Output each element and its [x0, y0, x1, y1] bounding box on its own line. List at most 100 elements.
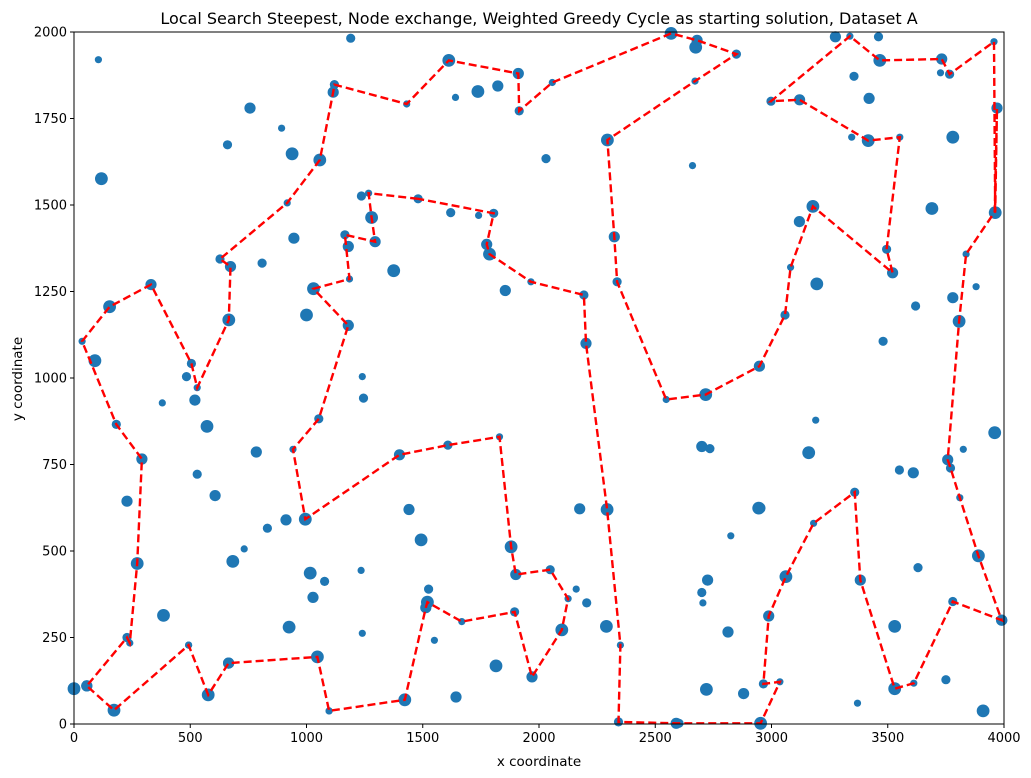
y-tick-label: 0 — [59, 718, 67, 733]
data-point — [579, 290, 589, 300]
data-point — [244, 102, 256, 114]
data-point — [489, 659, 503, 673]
data-point — [414, 533, 428, 547]
data-point — [600, 620, 613, 633]
data-point — [278, 124, 286, 132]
data-point — [288, 232, 300, 244]
x-tick-label: 2000 — [522, 731, 555, 746]
data-point — [705, 444, 715, 454]
data-point — [878, 336, 888, 346]
data-point — [303, 566, 317, 580]
data-point — [358, 393, 369, 403]
data-point — [888, 620, 902, 633]
data-point — [307, 591, 319, 604]
x-tick-label: 500 — [178, 731, 203, 746]
data-point — [240, 545, 248, 553]
data-point — [882, 244, 892, 254]
data-point — [451, 93, 460, 101]
route-path — [80, 32, 1004, 725]
data-point — [346, 33, 356, 43]
x-axis-ticks: 0 500 1000 1500 2000 2500 3000 3500 4000 — [70, 724, 1021, 746]
data-point — [192, 469, 202, 479]
route-line — [80, 32, 1004, 725]
data-point — [888, 682, 902, 696]
data-point — [545, 565, 555, 575]
data-point — [863, 92, 875, 104]
data-point — [88, 354, 102, 368]
data-point — [403, 503, 415, 516]
y-axis-ticks: 0 250 500 750 1000 1250 1500 1750 2000 — [34, 26, 74, 733]
data-point — [443, 440, 453, 450]
data-point — [848, 133, 856, 141]
data-points — [67, 27, 1008, 730]
data-point — [280, 514, 292, 526]
y-tick-label: 1750 — [34, 112, 67, 127]
data-point — [688, 162, 697, 170]
data-point — [358, 373, 366, 381]
data-point — [849, 71, 859, 81]
data-point — [325, 707, 333, 715]
data-point — [340, 230, 350, 240]
y-tick-label: 1500 — [34, 199, 67, 214]
data-point — [925, 202, 939, 215]
data-point — [430, 636, 438, 644]
x-tick-label: 3500 — [871, 731, 904, 746]
data-point — [727, 532, 735, 540]
x-axis-label: x coordinate — [497, 754, 581, 770]
data-point — [356, 191, 366, 201]
data-point — [853, 699, 862, 707]
x-tick-label: 0 — [70, 731, 78, 746]
data-point — [738, 688, 750, 700]
data-point — [696, 440, 708, 453]
data-point — [911, 301, 921, 311]
data-point — [691, 34, 703, 46]
data-point — [600, 503, 614, 516]
data-point — [94, 56, 102, 64]
y-tick-label: 500 — [42, 545, 67, 560]
chart-title: Local Search Steepest, Node exchange, We… — [160, 9, 917, 28]
data-point — [181, 372, 192, 382]
x-tick-label: 1500 — [406, 731, 439, 746]
data-point — [282, 620, 296, 634]
data-point — [793, 216, 806, 228]
data-point — [812, 416, 820, 424]
data-point — [262, 523, 272, 533]
data-point — [990, 38, 998, 46]
data-point — [572, 585, 580, 593]
data-point — [947, 292, 959, 304]
data-point — [988, 426, 1002, 440]
data-point — [450, 691, 462, 703]
data-point — [972, 283, 980, 291]
data-point — [357, 566, 365, 575]
data-point — [699, 599, 707, 607]
data-point — [95, 172, 108, 186]
x-tick-label: 2500 — [639, 731, 672, 746]
data-point — [300, 308, 313, 322]
data-point — [492, 80, 504, 92]
data-point — [580, 337, 592, 349]
data-point — [582, 598, 592, 608]
data-point — [722, 626, 734, 638]
data-point — [446, 208, 456, 218]
data-point — [471, 85, 485, 98]
data-point — [959, 445, 967, 453]
data-point — [894, 465, 905, 475]
y-tick-label: 2000 — [34, 26, 67, 41]
data-point — [121, 495, 133, 507]
data-point — [424, 584, 434, 594]
data-point — [250, 446, 262, 458]
x-tick-label: 3000 — [755, 731, 788, 746]
data-point — [157, 609, 170, 622]
data-point — [945, 463, 956, 473]
data-point — [873, 32, 884, 42]
data-point — [499, 284, 511, 297]
data-point — [700, 683, 713, 696]
data-point — [802, 446, 816, 460]
data-point — [913, 563, 923, 573]
data-point — [697, 587, 707, 598]
data-point — [702, 574, 714, 586]
data-point — [976, 704, 990, 718]
data-point — [209, 490, 221, 502]
data-point — [810, 277, 824, 291]
